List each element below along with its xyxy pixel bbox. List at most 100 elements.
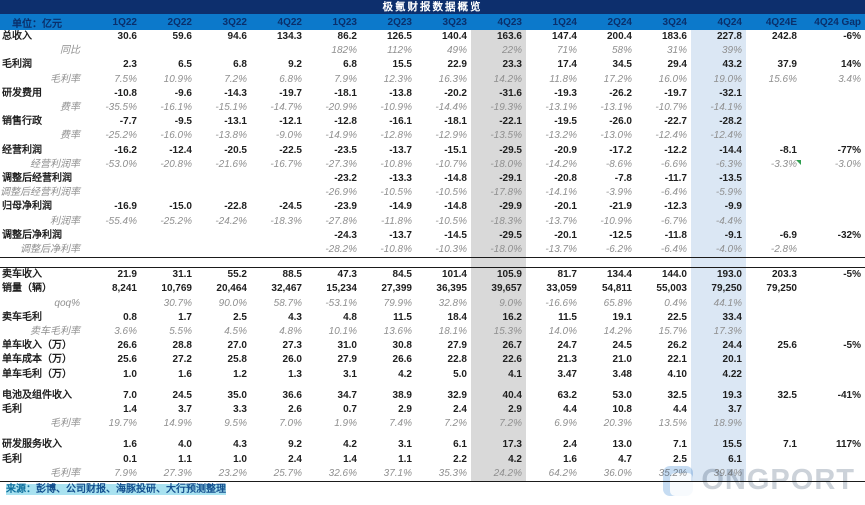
cell: 58% xyxy=(611,45,632,57)
table-row: 利润率 -55.4% -25.2% -24.2% -18.3% -27.8% -11.8% -… xyxy=(0,214,865,229)
table-row: 毛利率 7.5% 10.9% 7.2% 6.8% 7.9% 12.3% 16.3% 14.2% 1… xyxy=(0,72,865,87)
spacer-cell xyxy=(416,382,471,389)
cell: 1.6 xyxy=(123,439,137,451)
cell: 14.2% xyxy=(603,326,632,338)
cell: -28.2 xyxy=(691,115,746,130)
cell: 4.3 xyxy=(288,311,302,323)
cell: 4.4 xyxy=(563,404,577,416)
spacer-cell xyxy=(471,381,526,389)
spacer-cell xyxy=(526,257,581,269)
cell: -6.9 xyxy=(779,229,797,241)
cell: -16.0% xyxy=(160,130,192,142)
cell: -53.0% xyxy=(105,158,137,170)
cell: 10,769 xyxy=(161,283,192,295)
spacer-cell xyxy=(526,382,581,389)
cell: 8,241 xyxy=(111,283,137,295)
cell xyxy=(746,417,801,431)
cell: 126.5 xyxy=(386,31,412,42)
cell: 13.5% xyxy=(658,418,687,430)
cell: 163.6 xyxy=(471,30,526,45)
financial-table: 单位：亿元 1Q22 2Q22 3Q22 4Q22 1Q23 2Q23 3Q23 4Q23 1Q… xyxy=(0,14,865,483)
cell: -4.0% xyxy=(691,243,746,258)
spacer-cell xyxy=(251,431,306,438)
cell: 4.3 xyxy=(233,439,247,451)
table-row: 毛利 0.1 1.1 1.0 2.4 1.4 1.1 2.2 4.2 1.6 4.7 2.5 6.1 xyxy=(0,452,865,467)
table-row: 研发费用 -10.8 -9.6 -14.3 -19.7 -18.1 -13.8 -20.2 -3… xyxy=(0,86,865,102)
cell: -22.1 xyxy=(471,115,526,130)
cell: 33,059 xyxy=(546,283,577,295)
cell xyxy=(746,311,801,325)
cell: 11.8% xyxy=(549,73,577,85)
cell: -53.1% xyxy=(325,297,357,309)
cell: -29.5 xyxy=(471,228,526,244)
cell: -9.9 xyxy=(691,200,746,215)
cell: -11.8 xyxy=(664,229,687,241)
cell: 86.2 xyxy=(337,31,357,42)
cell: -3.0% xyxy=(834,158,861,170)
cell: -24.2% xyxy=(215,215,247,227)
cell: 25.6 xyxy=(777,340,797,352)
cell: 32.8% xyxy=(438,297,467,309)
cell: 27.2 xyxy=(172,354,192,366)
spacer-cell xyxy=(801,431,865,438)
cell: 3.1 xyxy=(343,368,357,380)
cell: 25.7% xyxy=(273,467,302,479)
cell: 27.0 xyxy=(227,340,247,352)
cell: -29.1 xyxy=(471,172,526,187)
cell: 0.1 xyxy=(123,453,137,465)
cell: -26.2 xyxy=(609,87,632,99)
cell: -13.0% xyxy=(600,130,632,142)
row-label: 费率 xyxy=(60,102,80,114)
cell: 7.0% xyxy=(279,418,302,430)
column-header: 1Q23 xyxy=(332,16,357,28)
table-row: 销量（辆） 8,241 10,769 20,464 32,467 15,234 27,399… xyxy=(0,282,865,297)
cell: 4.8 xyxy=(343,311,357,323)
cell: 4.1 xyxy=(471,367,526,382)
cell: 7.1 xyxy=(783,439,797,451)
cell: -13.5% xyxy=(471,129,526,144)
cell: 25.6 xyxy=(117,354,137,366)
cell: -14.4% xyxy=(435,102,467,114)
row-label: 研发费用 xyxy=(2,87,42,99)
cell: 9.2 xyxy=(288,439,302,451)
cell: 27,399 xyxy=(381,283,412,295)
row-label: 调整后经营利润率 xyxy=(0,187,80,199)
cell: -23.5 xyxy=(334,144,357,156)
cell: -11.7 xyxy=(664,173,687,185)
cell: 22.5 xyxy=(667,311,687,323)
cell: -6.2% xyxy=(605,244,632,256)
source-prefix: 来源： xyxy=(6,484,36,496)
cell: 36,395 xyxy=(436,283,467,295)
spacer-cell xyxy=(0,431,86,438)
cell: -3.3% xyxy=(746,158,801,172)
row-label: 毛利率 xyxy=(50,73,80,85)
row-label: qoq% xyxy=(54,297,80,309)
table-row: 卖车毛利率 3.6% 5.5% 4.5% 4.8% 10.1% 13.6% 18.1% 15.3… xyxy=(0,325,865,340)
spacer-cell xyxy=(141,382,196,389)
cell xyxy=(141,44,196,58)
spacer-cell xyxy=(746,257,801,269)
cell: 6.8 xyxy=(233,59,247,71)
table-row: 研发服务收入 1.6 4.0 4.3 9.2 4.2 3.1 6.1 17.3 2.4 13.0 7.… xyxy=(0,438,865,453)
column-header: 4Q23 xyxy=(497,16,522,28)
cell: -22.8 xyxy=(224,201,247,213)
cell: 37.1% xyxy=(383,467,412,479)
cell: -32% xyxy=(837,229,861,241)
cell: 44.1% xyxy=(691,296,746,311)
cell xyxy=(801,282,865,296)
cell: 15.5 xyxy=(691,438,746,453)
cell: -10.3% xyxy=(435,244,467,256)
column-header: 4Q24E xyxy=(765,16,797,28)
table-row: 单车毛利（万） 1.0 1.6 1.2 1.3 3.1 4.2 5.0 4.1 3.47 3.48 4… xyxy=(0,367,865,382)
cell xyxy=(86,229,141,243)
cell: 1.3 xyxy=(288,368,302,380)
cell: 79,250 xyxy=(766,283,797,295)
cell: 79.9% xyxy=(383,297,412,309)
cell: -17.2 xyxy=(609,144,632,156)
cell: 24.4 xyxy=(691,339,746,354)
cell: -16.6% xyxy=(545,297,577,309)
cell: 134.4 xyxy=(606,269,632,281)
cell: 6.9% xyxy=(554,418,577,430)
cell: 22.8 xyxy=(447,354,467,366)
cell: 14.0% xyxy=(548,326,577,338)
